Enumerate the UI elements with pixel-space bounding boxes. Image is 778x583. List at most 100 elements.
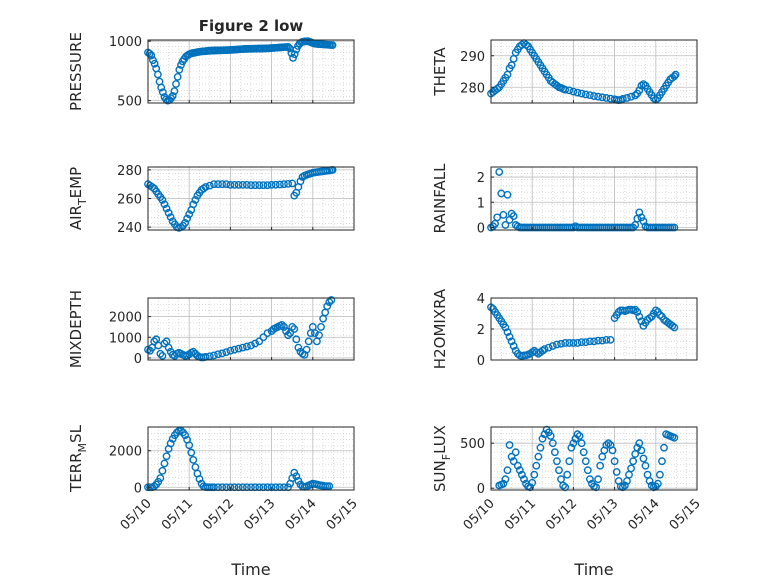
data-point [185,210,194,219]
y-tick-label: 290 [460,50,485,65]
data-point [145,49,154,58]
data-point [501,221,510,229]
data-point [579,448,588,457]
y-tick-label: 0 [134,481,142,496]
data-point [631,305,640,314]
data-point [156,474,165,483]
data-point [327,296,336,304]
data-point [280,323,288,331]
data-point [275,180,284,189]
data-point [581,457,590,466]
data-point [612,468,621,476]
y-tick-label: 0 [477,221,485,236]
data-point [160,339,169,348]
data-point [590,337,598,346]
data-point [509,457,518,466]
data-point [189,200,198,209]
data-series [144,296,336,362]
grid [148,167,354,230]
data-point [288,179,297,188]
data-point [302,345,311,354]
data-point [205,352,214,361]
data-point [658,457,666,466]
data-point [499,479,508,488]
data-point [166,439,175,448]
x-axis-label-right: Time [573,560,613,579]
data-point [538,346,547,355]
data-point [623,94,631,102]
data-point [323,302,332,311]
data-point [172,80,180,88]
data-point [573,430,582,439]
data-point [251,339,260,348]
data-point [507,452,516,461]
data-point [158,466,167,475]
data-point [255,337,264,346]
data-point [222,348,231,357]
data-point [226,346,235,355]
y-tick-label: 2000 [109,311,142,326]
data-point [649,94,658,103]
y-tick-label: 240 [117,221,142,236]
data-point [635,312,644,321]
data-point [495,168,504,176]
data-point [271,180,280,189]
x-tick-label: 05/10 [118,496,155,533]
data-point [577,338,586,347]
data-point [493,213,502,222]
x-tick-label: 05/14 [626,496,663,533]
data-point [610,457,619,466]
data-point [150,59,159,68]
y-tick-label: 500 [460,437,485,452]
data-point [641,461,650,470]
x-tick-label: 05/12 [543,496,580,533]
data-point [548,439,557,448]
data-point [513,461,522,470]
data-point [637,446,646,455]
data-point [218,349,227,358]
y-tick-label: 280 [460,81,485,96]
data-point [602,94,611,102]
data-point [621,481,629,490]
data-point [598,336,607,345]
data-point [555,466,563,475]
data-point [183,214,192,223]
data-point [596,461,605,470]
y-axis-label: RAINFALL [431,163,449,234]
data-point [505,332,514,341]
data-point [606,335,615,344]
data-point [515,466,524,475]
data-point [493,84,502,93]
data-point [505,441,514,449]
data-point [290,325,299,333]
data-point [573,339,582,347]
data-point [290,50,299,59]
data-point [594,475,603,484]
data-point [604,439,613,448]
data-series [144,165,337,232]
data-point [238,180,247,189]
data-point [565,457,574,466]
data-point [530,470,539,479]
data-point [569,339,578,347]
data-point [164,343,173,352]
data-point [518,470,526,479]
data-point [158,88,167,97]
data-point [292,472,301,481]
axes-box [147,297,355,361]
data-point [185,441,194,450]
data-point [534,452,543,461]
data-point [160,459,169,468]
data-point [234,180,243,189]
data-point [567,443,576,452]
data-point [581,90,590,99]
x-tick-label: 05/11 [159,496,196,533]
y-tick-label: 1000 [109,331,142,346]
data-point [598,93,607,102]
data-point [181,218,189,227]
data-point [608,446,617,455]
data-point [532,461,541,470]
data-series [487,168,679,232]
x-tick-label: 05/13 [241,496,278,533]
